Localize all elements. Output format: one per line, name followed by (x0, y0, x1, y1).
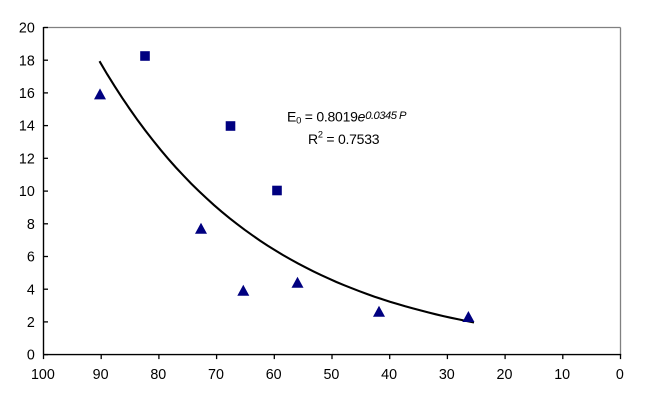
svg-text:4: 4 (27, 282, 35, 298)
svg-text:90: 90 (93, 367, 109, 383)
svg-text:100: 100 (31, 367, 55, 383)
svg-text:40: 40 (381, 367, 397, 383)
svg-text:16: 16 (19, 86, 35, 102)
svg-text:18: 18 (19, 53, 35, 69)
svg-text:10: 10 (554, 367, 570, 383)
svg-text:20: 20 (497, 367, 513, 383)
svg-text:70: 70 (208, 367, 224, 383)
svg-text:8: 8 (27, 217, 35, 233)
svg-text:50: 50 (323, 367, 339, 383)
svg-text:80: 80 (150, 367, 166, 383)
svg-text:14: 14 (19, 119, 35, 135)
svg-text:10: 10 (19, 184, 35, 200)
svg-text:60: 60 (266, 367, 282, 383)
svg-text:2: 2 (27, 315, 35, 331)
svg-text:R2 = 0.7533: R2 = 0.7533 (308, 130, 380, 147)
svg-text:20: 20 (19, 21, 35, 37)
svg-text:0: 0 (616, 367, 624, 383)
svg-text:0: 0 (27, 348, 35, 364)
svg-text:6: 6 (27, 250, 35, 266)
svg-text:30: 30 (439, 367, 455, 383)
svg-text:12: 12 (19, 151, 35, 167)
